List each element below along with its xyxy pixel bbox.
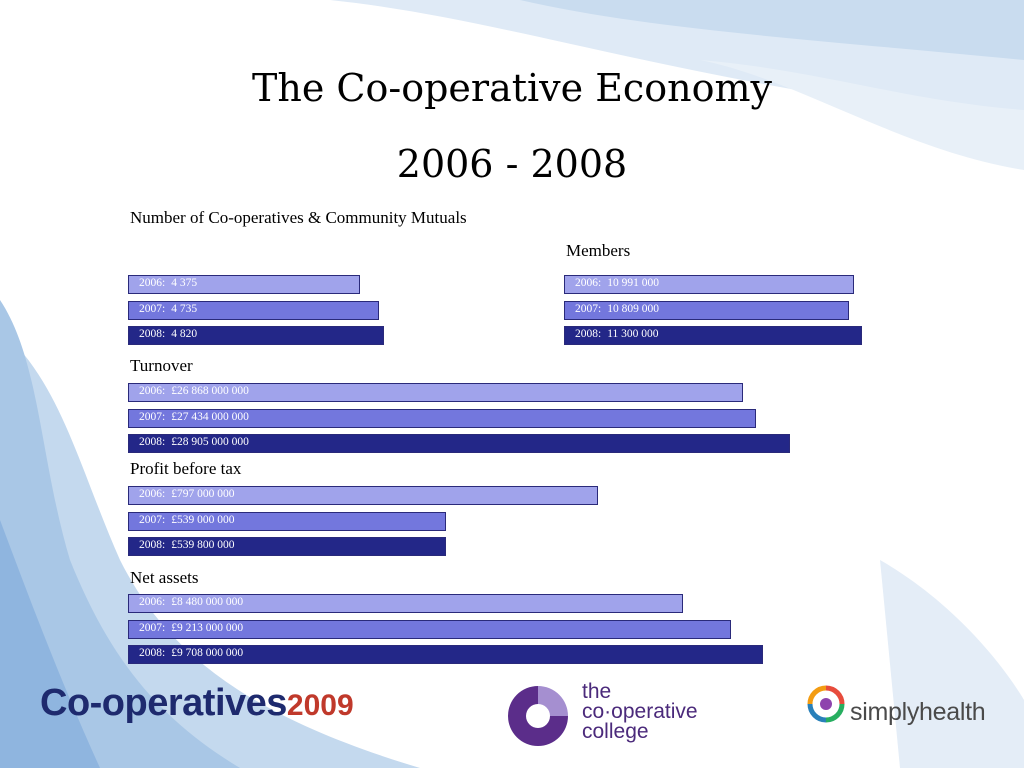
bar-value-label: £28 905 000 000 <box>171 436 249 448</box>
chart-title-turnover: Turnover <box>130 356 193 375</box>
chart-title-profit: Profit before tax <box>130 459 242 478</box>
bar-value-label: 11 300 000 <box>607 328 659 340</box>
bar-value-label: 4 375 <box>171 277 198 289</box>
bar-year-label: 2008: <box>139 539 166 551</box>
bar-value-label: £9 708 000 000 <box>171 647 244 659</box>
bar-year-label: 2007: <box>575 302 602 315</box>
bar-data-label: 2006: £8 480 000 000 <box>139 596 243 608</box>
bar-year-label: 2008: <box>139 436 166 448</box>
bar-data-label: 2006: 4 375 <box>139 277 197 289</box>
co-operative-college-emblem-icon <box>508 686 568 746</box>
bar-data-label: 2008: £539 800 000 <box>139 539 234 551</box>
simplyhealth-logo: simplyhealth <box>850 698 986 726</box>
bar-value-label: £539 800 000 <box>171 539 235 551</box>
bar-net-assets-2007: 2007: £9 213 000 000 <box>128 619 731 639</box>
chart-title-members: Members <box>566 241 631 260</box>
bar-cooperatives-2008: 2008: 4 820 <box>128 326 384 345</box>
co-operative-college-logo: the co·operative college <box>582 680 698 743</box>
bar-data-label: 2008: 11 300 000 <box>575 328 659 340</box>
bar-year-label: 2006: <box>139 596 166 608</box>
slide-title: The Co-operative Economy <box>252 66 772 110</box>
bar-data-label: 2007: 10 809 000 <box>575 303 659 315</box>
bar-value-label: £26 868 000 000 <box>171 385 249 397</box>
bar-year-label: 2006: <box>575 277 602 289</box>
bar-value-label: 4 820 <box>171 328 198 340</box>
bar-year-label: 2006: <box>139 385 166 397</box>
bar-net-assets-2006: 2006: £8 480 000 000 <box>128 594 683 613</box>
bar-net-assets-2008: 2008: £9 708 000 000 <box>128 645 763 664</box>
bar-data-label: 2008: £9 708 000 000 <box>139 647 243 659</box>
bar-value-label: £539 000 000 <box>171 513 235 526</box>
bar-cooperatives-2006: 2006: 4 375 <box>128 275 360 294</box>
bar-value-label: 10 991 000 <box>607 277 659 289</box>
bar-year-label: 2008: <box>139 328 166 340</box>
slide-subtitle: 2006 - 2008 <box>396 142 628 186</box>
bar-value-label: 4 735 <box>171 302 198 315</box>
bar-data-label: 2007: £539 000 000 <box>139 514 234 526</box>
chart-title-cooperatives: Number of Co-operatives & Community Mutu… <box>130 208 467 227</box>
bar-cooperatives-2007: 2007: 4 735 <box>128 300 379 320</box>
simplyhealth-swirl-icon <box>807 685 845 723</box>
bar-data-label: 2006: £26 868 000 000 <box>139 385 249 397</box>
bar-value-label: £27 434 000 000 <box>171 410 249 423</box>
bar-turnover-2006: 2006: £26 868 000 000 <box>128 383 743 402</box>
bar-data-label: 2007: £27 434 000 000 <box>139 411 249 423</box>
bar-turnover-2008: 2008: £28 905 000 000 <box>128 434 790 453</box>
bar-year-label: 2006: <box>139 488 166 500</box>
bar-value-label: £9 213 000 000 <box>171 621 244 634</box>
bar-year-label: 2007: <box>139 621 166 634</box>
bar-value-label: 10 809 000 <box>607 302 659 315</box>
co-operatives-2009-logo: Co-operatives2009 <box>40 682 354 724</box>
bar-value-label: £797 000 000 <box>171 488 235 500</box>
bar-year-label: 2007: <box>139 513 166 526</box>
bar-data-label: 2007: 4 735 <box>139 303 197 315</box>
bar-value-label: £8 480 000 000 <box>171 596 244 608</box>
bar-year-label: 2007: <box>139 302 166 315</box>
bar-year-label: 2008: <box>139 647 166 659</box>
bar-data-label: 2006: £797 000 000 <box>139 488 234 500</box>
bar-data-label: 2007: £9 213 000 000 <box>139 622 243 634</box>
bar-profit-2006: 2006: £797 000 000 <box>128 486 598 505</box>
bar-members-2007: 2007: 10 809 000 <box>564 300 849 320</box>
bar-members-2008: 2008: 11 300 000 <box>564 326 862 345</box>
bar-year-label: 2008: <box>575 328 602 340</box>
bar-profit-2008: 2008: £539 800 000 <box>128 537 446 556</box>
bar-year-label: 2006: <box>139 277 166 289</box>
bar-profit-2007: 2007: £539 000 000 <box>128 511 446 531</box>
chart-title-net-assets: Net assets <box>130 568 199 587</box>
bar-data-label: 2008: 4 820 <box>139 328 197 340</box>
bar-members-2006: 2006: 10 991 000 <box>564 275 854 294</box>
bar-year-label: 2007: <box>139 410 166 423</box>
bar-data-label: 2008: £28 905 000 000 <box>139 436 249 448</box>
bar-data-label: 2006: 10 991 000 <box>575 277 659 289</box>
bar-turnover-2007: 2007: £27 434 000 000 <box>128 408 756 428</box>
